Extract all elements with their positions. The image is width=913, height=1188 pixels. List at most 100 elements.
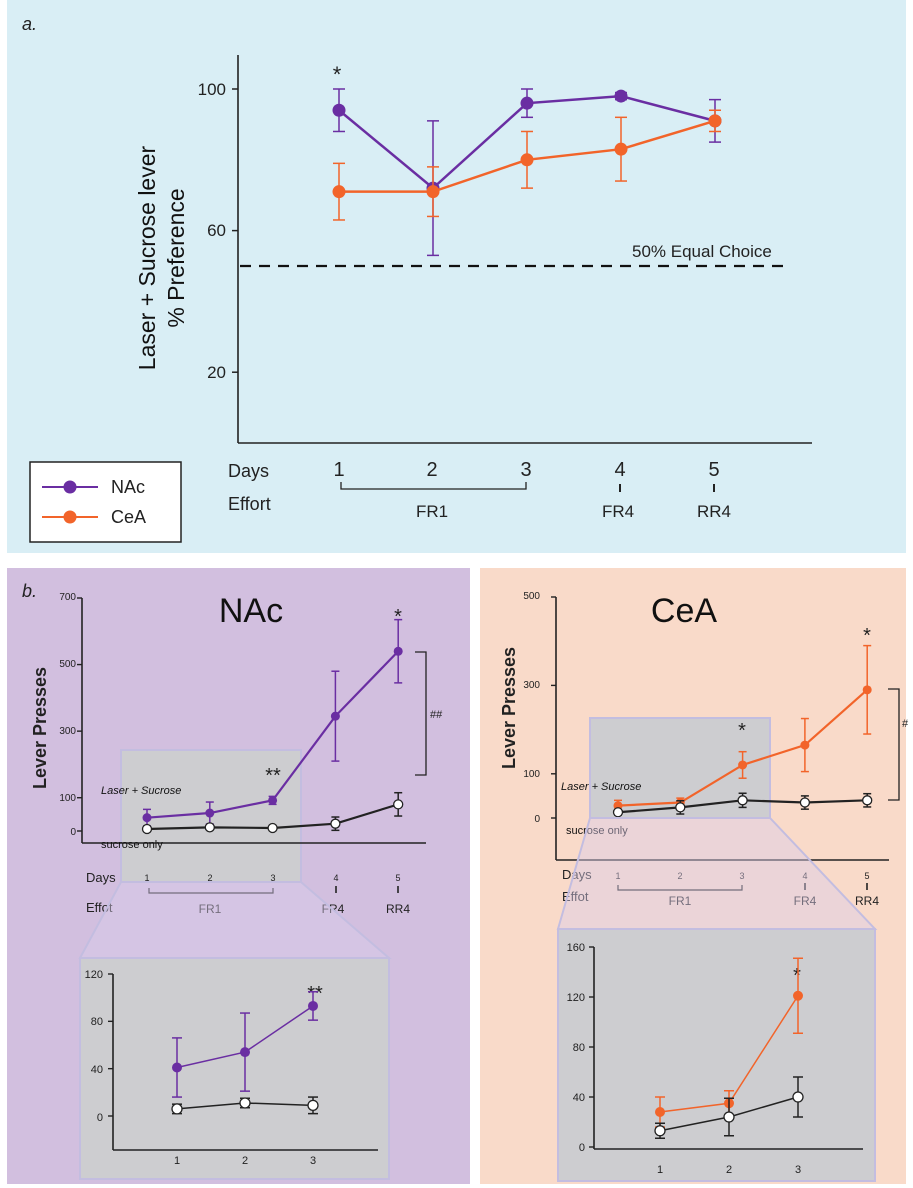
nac-inset-point	[239, 1097, 251, 1109]
cea-inset-plot	[654, 957, 804, 1139]
cea-inset-point	[793, 990, 803, 1001]
panel-a-ytick-100: 100	[198, 80, 226, 99]
nac-point	[142, 813, 152, 823]
cea-ytick-300: 300	[523, 680, 540, 691]
cea-xtick-4: 4	[802, 871, 807, 881]
nac-inset-ytick-0: 0	[97, 1112, 103, 1124]
preference-point	[520, 96, 534, 110]
panel-a-xtick-labels: 1 2 3 4 5	[333, 459, 719, 481]
cea-xtick-5: 5	[864, 871, 869, 881]
cea-significance-label: #	[902, 718, 909, 730]
nac-ytick-labels: 700 500 300 100 0	[59, 592, 76, 838]
cea-effort-fr1: FR1	[669, 894, 692, 908]
nac-inset-ytick-120: 120	[85, 969, 103, 981]
cea-point	[737, 795, 748, 806]
nac-inset-xtick-1: 1	[174, 1155, 180, 1167]
cea-plot	[612, 644, 873, 818]
panel-a-fr1-bracket	[340, 482, 527, 490]
cea-inset-box	[557, 928, 876, 1182]
cea-point	[800, 740, 810, 750]
nac-point	[393, 799, 404, 810]
nac-point	[141, 823, 153, 835]
nac-ylabel: Lever Presses	[30, 667, 50, 789]
nac-xtick-1: 1	[144, 873, 149, 883]
nac-inset-ytick-40: 40	[91, 1064, 103, 1076]
nac-inset-axes	[108, 973, 378, 1151]
nac-inset-xtick-2: 2	[242, 1155, 248, 1167]
nac-sucrose-label: sucrose only	[101, 839, 163, 851]
cea-axes	[551, 596, 889, 891]
cea-inset-point	[792, 1091, 804, 1103]
cea-inset-ytick-0: 0	[579, 1142, 585, 1154]
cea-inset-xtick-1: 1	[657, 1164, 663, 1176]
nac-ytick-500: 500	[59, 659, 76, 670]
nac-point	[330, 818, 341, 829]
legend-nac-marker	[63, 480, 77, 494]
panel-a-effort-fr4: FR4	[602, 502, 634, 521]
nac-fr1-bracket	[148, 888, 274, 894]
cea-title: CeA	[651, 592, 717, 630]
panel-a-reference-label: 50% Equal Choice	[632, 242, 772, 261]
panel-a-ylabel: Laser + Sucrose lever % Preference	[134, 145, 189, 370]
panel-a-xtick-5: 5	[708, 459, 719, 481]
panel-a-ylabel-line2: % Preference	[163, 188, 189, 327]
cea-point	[675, 802, 686, 813]
nac-inset-box	[79, 957, 390, 1180]
nac-inset-xtick-labels: 1 2 3	[174, 1155, 316, 1167]
nac-inset-ytick-labels: 120 80 40 0	[85, 969, 103, 1124]
cea-inset-ytick-40: 40	[573, 1092, 585, 1104]
nac-inset-point	[240, 1047, 250, 1058]
cea-xtick-2: 2	[677, 871, 682, 881]
legend-nac-label: NAc	[111, 477, 145, 497]
nac-laser-label: Laser + Sucrose	[101, 785, 181, 797]
nac-ytick-300: 300	[59, 726, 76, 737]
cea-fr1-bracket	[617, 885, 743, 891]
cea-ylabel-text: Lever Presses	[499, 647, 519, 769]
cea-point	[738, 760, 748, 770]
cea-inset-ytick-80: 80	[573, 1042, 585, 1054]
cea-laser-label: Laser + Sucrose	[561, 781, 641, 793]
preference-point	[708, 114, 722, 128]
nac-point	[268, 795, 278, 805]
panel-a-effort-label: Effort	[228, 494, 271, 514]
panel-a-significance-star: *	[333, 62, 342, 87]
nac-significance-label: ##	[430, 709, 443, 721]
nac-point	[204, 822, 215, 833]
legend-cea-marker	[63, 510, 77, 524]
nac-ylabel-text: Lever Presses	[30, 667, 50, 789]
cea-effort-fr4: FR4	[794, 894, 817, 908]
cea-xtick-labels: 1 2 3 4 5	[615, 871, 869, 881]
cea-significance-bracket	[888, 688, 900, 801]
nac-star-day5: *	[394, 606, 402, 628]
nac-xtick-4: 4	[333, 873, 338, 883]
nac-star-day3: **	[265, 765, 281, 787]
cea-inset-ytick-labels: 160 120 80 40 0	[567, 942, 585, 1154]
preference-point	[332, 185, 346, 199]
cea-xtick-1: 1	[615, 871, 620, 881]
panel-a-xtick-2: 2	[426, 459, 437, 481]
cea-ytick-0: 0	[534, 814, 540, 825]
cea-point	[862, 795, 873, 806]
nac-point	[267, 822, 278, 834]
cea-inset-ytick-120: 120	[567, 992, 585, 1004]
cea-inset-xtick-2: 2	[726, 1164, 732, 1176]
preference-point	[332, 103, 346, 117]
legend: NAc CeA	[29, 461, 182, 543]
panel-a-ytick-60: 60	[207, 221, 226, 240]
nac-title: NAc	[219, 592, 283, 630]
cea-point	[612, 807, 624, 818]
preference-point	[520, 153, 534, 167]
nac-inset-point	[307, 1099, 319, 1111]
nac-ytick-700: 700	[59, 592, 76, 603]
cea-inset-ytick-160: 160	[567, 942, 585, 954]
nac-inset-star: **	[307, 983, 323, 1005]
cea-inset-xtick-3: 3	[795, 1164, 801, 1176]
cea-inset-point	[655, 1107, 665, 1117]
panel-a-ytick-labels: 100 60 20	[198, 80, 226, 382]
panel-a-plot	[332, 88, 722, 257]
nac-inset-plot	[171, 991, 319, 1115]
panel-a-xtick-3: 3	[520, 459, 531, 481]
cea-inset-point	[723, 1111, 735, 1123]
nac-point	[205, 808, 215, 818]
cea-effort-rr4: RR4	[855, 894, 879, 908]
